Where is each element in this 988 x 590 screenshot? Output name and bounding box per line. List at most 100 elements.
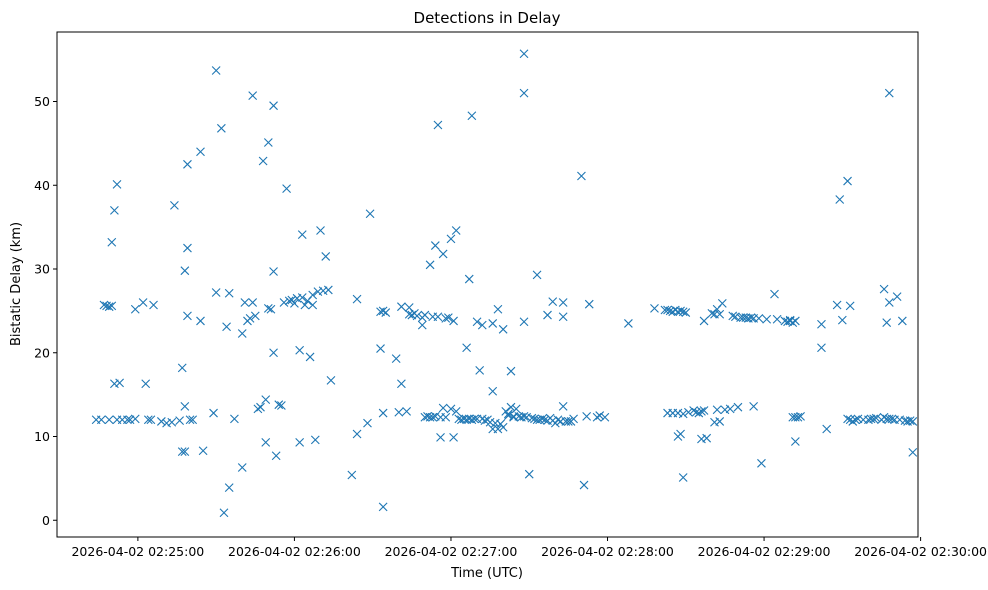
- data-point-293: [871, 413, 881, 423]
- data-point-50: [237, 329, 247, 338]
- data-point-40: [198, 446, 208, 456]
- data-point-247: [717, 298, 727, 308]
- data-point-102: [378, 502, 388, 512]
- data-point-6: [107, 301, 117, 311]
- data-point-105: [391, 354, 401, 364]
- data-point-271: [790, 316, 800, 326]
- data-point-81: [297, 293, 307, 302]
- data-point-20: [143, 415, 153, 425]
- data-point-277: [817, 343, 826, 353]
- data-point-212: [600, 412, 610, 422]
- data-point-72: [279, 298, 289, 307]
- data-point-148: [467, 111, 477, 121]
- data-point-203: [563, 417, 573, 426]
- data-point-179: [519, 49, 529, 59]
- data-point-205: [569, 414, 578, 424]
- data-point-55: [248, 298, 258, 307]
- data-point-134: [443, 313, 453, 322]
- data-point-107: [397, 302, 406, 312]
- data-point-150: [470, 414, 479, 424]
- data-point-70: [274, 400, 284, 410]
- data-point-37: [188, 415, 198, 425]
- data-point-31: [180, 266, 190, 276]
- data-point-279: [832, 300, 842, 310]
- data-point-59: [256, 402, 265, 412]
- data-point-206: [577, 171, 586, 181]
- y-axis: 0 10 20 30 40 50: [34, 94, 57, 528]
- y-tick-label-2: 20: [34, 345, 50, 360]
- data-point-79: [295, 345, 305, 355]
- x-axis: 2026-04-02 02:25:00 2026-04-02 02:26:00 20…: [71, 537, 987, 559]
- data-point-231: [684, 407, 693, 417]
- data-point-1: [96, 415, 106, 425]
- data-point-257: [746, 313, 756, 322]
- data-point-2: [99, 300, 109, 310]
- data-point-181: [519, 317, 529, 327]
- data-point-282: [843, 176, 852, 186]
- data-point-56: [248, 91, 258, 101]
- data-point-249: [725, 404, 735, 414]
- data-point-69: [271, 451, 281, 461]
- data-point-306: [897, 316, 907, 326]
- data-point-184: [527, 413, 537, 423]
- data-point-229: [678, 473, 688, 482]
- data-point-114: [412, 311, 422, 321]
- plot-area-frame: [56, 31, 919, 538]
- data-point-260: [754, 314, 764, 323]
- data-point-172: [506, 366, 516, 376]
- data-point-45: [219, 508, 229, 518]
- data-point-54: [245, 314, 255, 323]
- data-point-57: [250, 311, 260, 321]
- data-point-281: [837, 315, 847, 325]
- data-point-19: [141, 379, 151, 389]
- data-point-89: [316, 226, 325, 235]
- data-point-200: [558, 312, 568, 322]
- data-point-278: [822, 424, 832, 434]
- data-point-167: [498, 422, 508, 432]
- data-point-85: [308, 290, 318, 300]
- data-point-214: [650, 303, 659, 313]
- data-point-86: [308, 300, 318, 310]
- data-point-180: [519, 88, 529, 98]
- data-point-67: [269, 267, 278, 276]
- data-point-276: [817, 319, 826, 329]
- data-point-259: [749, 401, 759, 411]
- data-point-108: [397, 379, 406, 389]
- data-point-117: [420, 310, 430, 320]
- data-point-261: [757, 458, 766, 468]
- data-point-154: [477, 320, 487, 330]
- data-point-166: [498, 324, 508, 334]
- data-point-186: [532, 270, 542, 280]
- data-point-68: [269, 348, 278, 358]
- data-point-208: [582, 412, 592, 421]
- data-point-311: [908, 417, 918, 426]
- data-point-78: [295, 437, 305, 447]
- x-tick-label-3: 2026-04-02 02:28:00: [541, 544, 674, 559]
- data-point-30: [180, 447, 190, 456]
- data-point-100: [376, 344, 385, 353]
- data-point-94: [347, 470, 357, 480]
- data-point-80: [297, 230, 307, 240]
- x-tick-label-0: 2026-04-02 02:25:00: [71, 544, 204, 559]
- data-point-297: [882, 318, 892, 327]
- data-point-246: [715, 417, 725, 426]
- data-point-286: [848, 417, 858, 426]
- data-point-39: [196, 147, 205, 157]
- data-point-240: [707, 309, 717, 318]
- data-point-8: [110, 205, 119, 215]
- data-point-33: [183, 159, 192, 169]
- data-point-232: [689, 406, 699, 415]
- x-tick-label-4: 2026-04-02 02:29:00: [698, 544, 831, 559]
- data-point-7: [107, 237, 117, 247]
- x-tick-label-1: 2026-04-02 02:26:00: [228, 544, 361, 559]
- data-point-209: [584, 299, 594, 309]
- data-point-103: [378, 408, 388, 418]
- data-point-47: [224, 483, 234, 492]
- y-tick-label-3: 30: [34, 262, 50, 277]
- data-point-49: [230, 414, 239, 424]
- data-point-91: [321, 252, 331, 261]
- data-point-197: [553, 415, 563, 425]
- data-point-136: [446, 234, 456, 244]
- data-point-17: [130, 304, 140, 314]
